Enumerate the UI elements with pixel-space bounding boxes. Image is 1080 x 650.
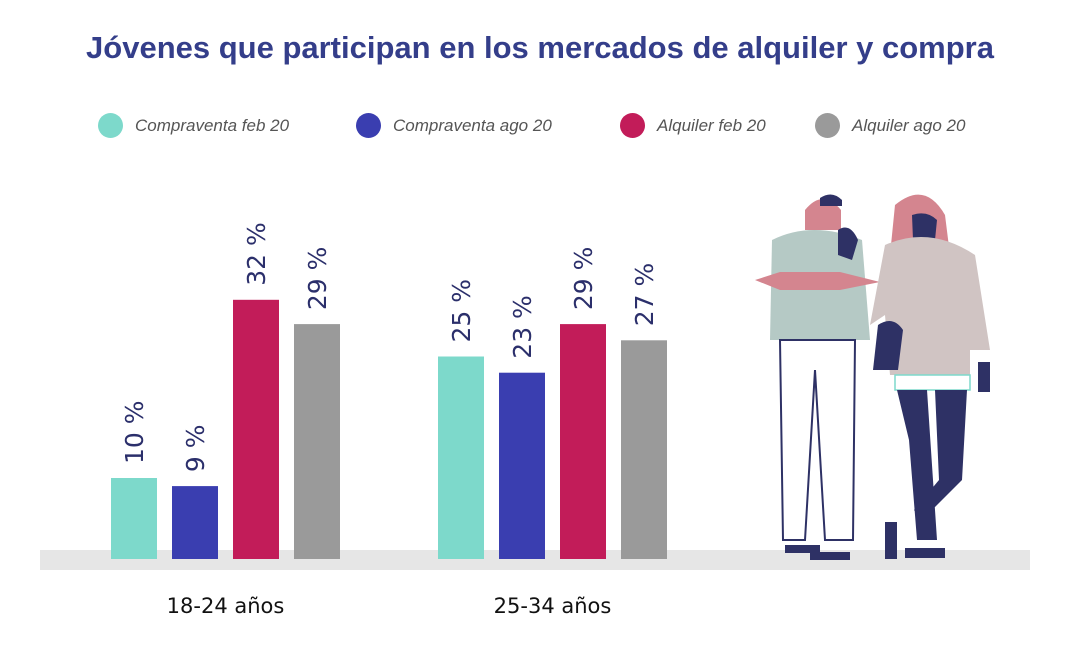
legend-item: Compraventa ago 20 <box>356 113 552 138</box>
category-label: 18-24 años <box>167 594 285 618</box>
bar <box>621 340 667 559</box>
baseline-band <box>40 550 1030 570</box>
data-label: 9 % <box>181 424 210 472</box>
data-label: 10 % <box>120 400 149 464</box>
legend-label: Compraventa feb 20 <box>135 115 290 135</box>
bar <box>560 324 606 559</box>
legend-label: Compraventa ago 20 <box>393 115 552 135</box>
category-label: 25-34 años <box>494 594 612 618</box>
data-label: 29 % <box>569 247 598 311</box>
legend-item: Alquiler feb 20 <box>620 113 766 138</box>
legend-swatch <box>356 113 381 138</box>
data-label: 29 % <box>303 247 332 311</box>
data-label: 23 % <box>508 295 537 359</box>
legend-item: Alquiler ago 20 <box>815 113 965 138</box>
bar <box>233 299 279 559</box>
bar <box>294 324 340 559</box>
legend-label: Alquiler feb 20 <box>657 115 766 135</box>
legend-item: Compraventa feb 20 <box>98 113 289 138</box>
chart-title: Jóvenes que participan en los mercados d… <box>86 30 994 65</box>
bar <box>438 356 484 559</box>
legend-swatch <box>815 113 840 138</box>
legend-swatch <box>620 113 645 138</box>
bar <box>499 372 545 559</box>
legend-swatch <box>98 113 123 138</box>
bar <box>111 478 157 559</box>
couple-illustration <box>755 194 990 560</box>
data-label: 25 % <box>447 279 476 343</box>
legend-label: Alquiler ago 20 <box>852 115 966 135</box>
bar <box>172 486 218 559</box>
data-label: 32 % <box>242 222 271 286</box>
data-label: 27 % <box>630 263 659 327</box>
